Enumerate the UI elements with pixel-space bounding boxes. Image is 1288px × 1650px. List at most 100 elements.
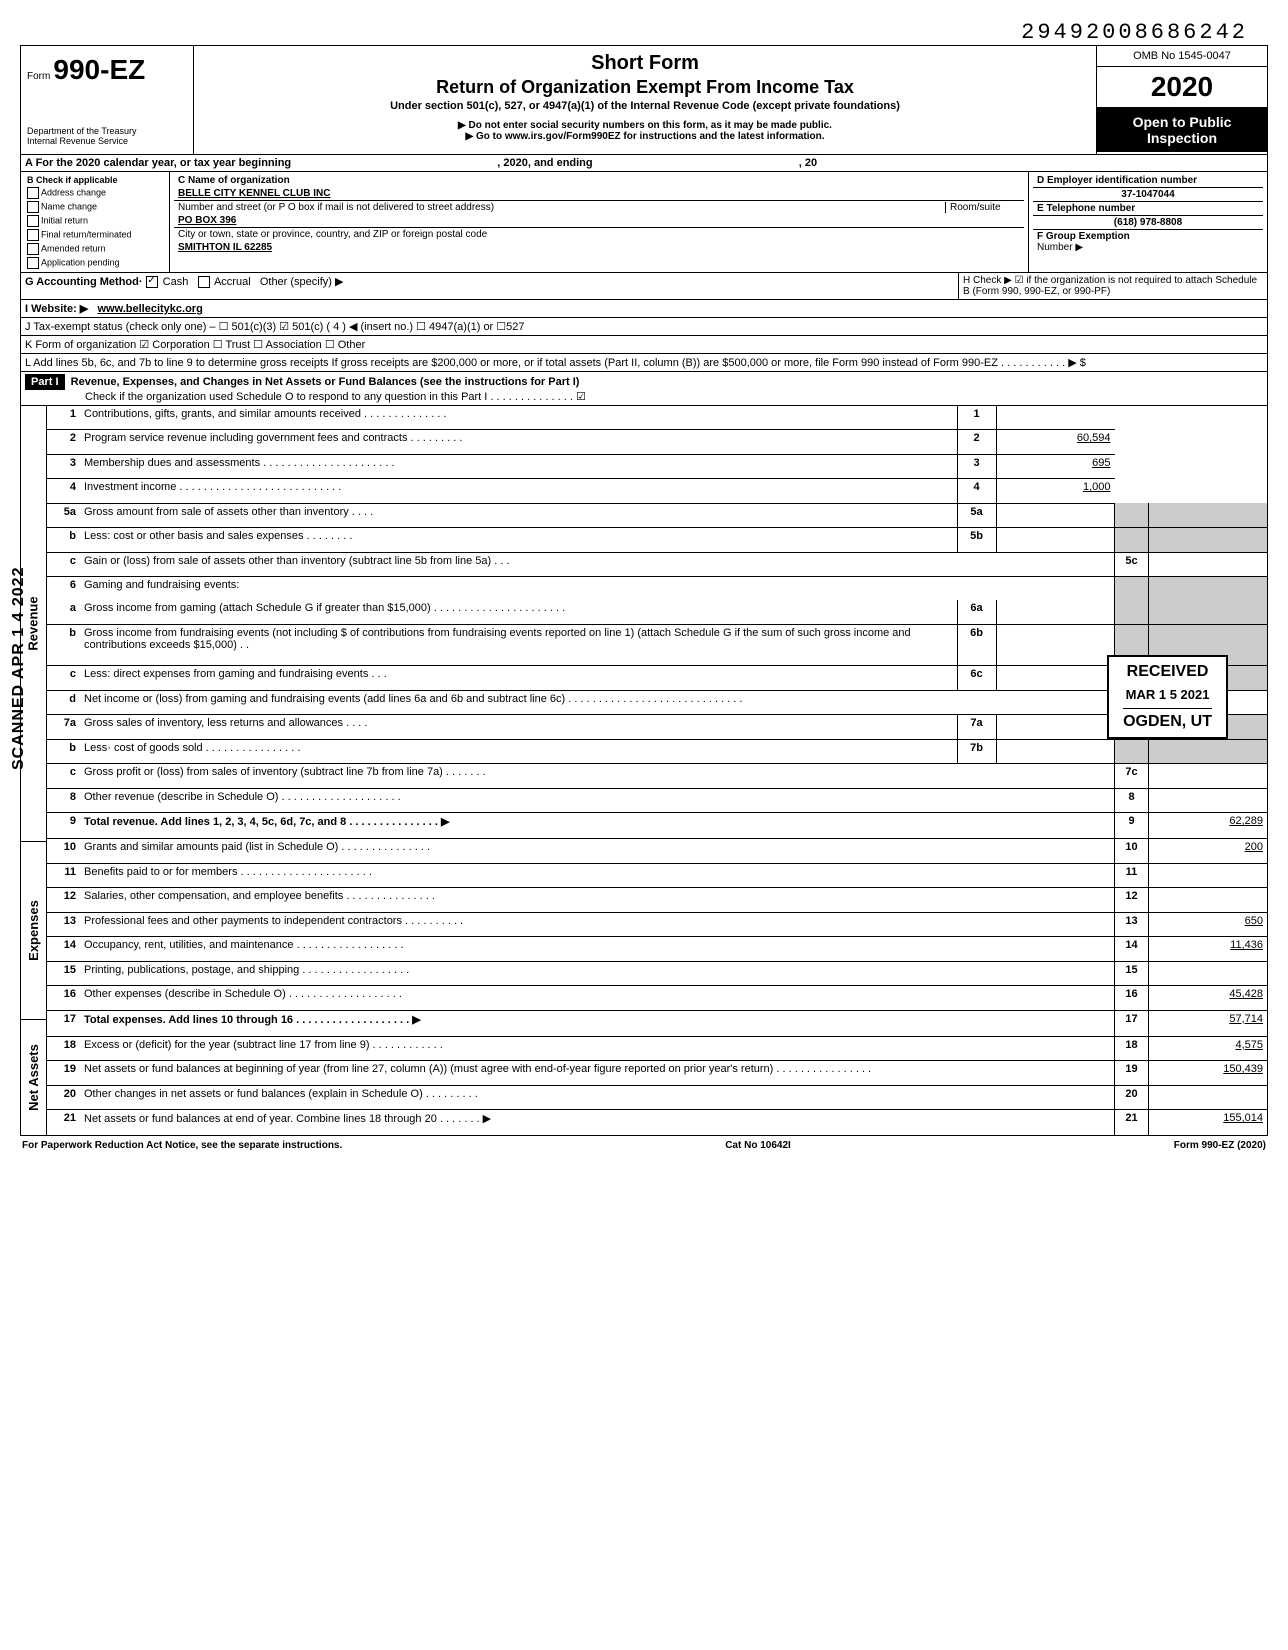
stamp-received: RECEIVED [1123,663,1212,681]
v14: 11,436 [1149,937,1268,961]
title-cell: Short Form Return of Organization Exempt… [194,46,1097,154]
t12: Salaries, other compensation, and employ… [80,888,1115,912]
t4: Investment income . . . . . . . . . . . … [80,479,957,503]
section-b-header: B Check if applicable [25,174,165,186]
r2: 2 [957,430,996,454]
title-short-form: Short Form [202,52,1088,75]
n13: 13 [47,912,81,936]
side-labels: Revenue Expenses Net Assets [20,406,46,1136]
footer: For Paperwork Reduction Act Notice, see … [20,1136,1268,1155]
line-10: 10Grants and similar amounts paid (list … [47,839,1268,863]
lbl-amended: Amended return [41,243,106,253]
footer-left: For Paperwork Reduction Act Notice, see … [22,1140,342,1151]
n6c: c [47,666,81,690]
vs6 [1149,577,1268,601]
side-revenue: Revenue [26,596,41,650]
n6b: b [47,624,81,666]
v3: 695 [996,454,1115,478]
chk-pending[interactable]: Application pending [25,256,165,270]
line-8: 8Other revenue (describe in Schedule O) … [47,788,1268,812]
t19: Net assets or fund balances at beginning… [80,1061,1115,1085]
vs7b [1149,739,1268,763]
chk-final[interactable]: Final return/terminated [25,228,165,242]
open-to-public: Open to Public Inspection [1097,108,1267,152]
n9: 9 [47,813,81,839]
n7a: 7a [47,715,81,739]
n20: 20 [47,1085,81,1109]
line-i: I Website: ▶ www.bellecitykc.org [20,300,1268,318]
v19: 150,439 [1149,1061,1268,1085]
v5c [1149,552,1268,576]
lbl-cash: Cash [163,276,189,288]
m6a: 6a [957,600,996,624]
line-a: A For the 2020 calendar year, or tax yea… [20,155,1268,172]
side-expenses: Expenses [26,900,41,961]
line-7a: 7aGross sales of inventory, less returns… [47,715,1268,739]
v13: 650 [1149,912,1268,936]
line-15: 15Printing, publications, postage, and s… [47,961,1268,985]
t7b: Less· cost of goods sold . . . . . . . .… [80,739,957,763]
chk-cash[interactable]: ✓ [146,276,158,288]
part-i-header: Part I Revenue, Expenses, and Changes in… [20,372,1268,406]
r9: 9 [1115,813,1149,839]
e-phone-label: E Telephone number [1033,202,1263,216]
n5c: c [47,552,81,576]
r20: 20 [1115,1085,1149,1109]
i-label: I Website: ▶ [25,303,88,315]
n19: 19 [47,1061,81,1085]
line-a-label: A For the 2020 calendar year, or tax yea… [25,157,291,169]
rs6 [1115,577,1149,601]
chk-initial[interactable]: Initial return [25,214,165,228]
form-number: 990-EZ [53,54,145,85]
line-19: 19Net assets or fund balances at beginni… [47,1061,1268,1085]
chk-amended[interactable]: Amended return [25,242,165,256]
r4: 4 [957,479,996,503]
vs5b [1149,528,1268,552]
line-l: L Add lines 5b, 6c, and 7b to line 9 to … [20,354,1268,372]
line-20: 20Other changes in net assets or fund ba… [47,1085,1268,1109]
lbl-other-method: Other (specify) ▶ [260,276,344,288]
t6c: Less: direct expenses from gaming and fu… [80,666,957,690]
line-6a: aGross income from gaming (attach Schedu… [47,600,1268,624]
line-5b: bLess: cost or other basis and sales exp… [47,528,1268,552]
chk-accrual[interactable] [198,276,210,288]
footer-mid: Cat No 10642I [725,1140,791,1151]
line-11: 11Benefits paid to or for members . . . … [47,863,1268,887]
n4: 4 [47,479,81,503]
omb-number: OMB No 1545-0047 [1097,46,1267,67]
f-group-label: F Group Exemption [1037,231,1130,242]
c-label: C Name of organization [178,175,290,186]
t20: Other changes in net assets or fund bala… [80,1085,1115,1109]
form-prefix: Form [27,71,50,82]
part-i-label: Part I [25,374,65,390]
chk-name[interactable]: Name change [25,200,165,214]
chk-address[interactable]: Address change [25,186,165,200]
n15: 15 [47,961,81,985]
v2: 60,594 [996,430,1115,454]
t18: Excess or (deficit) for the year (subtra… [80,1036,1115,1060]
document-id-number: 29492008686242 [20,20,1268,45]
side-netassets: Net Assets [26,1044,41,1111]
line-j: J Tax-exempt status (check only one) – ☐… [20,318,1268,336]
n5a: 5a [47,503,81,527]
f-group-number: Number ▶ [1037,242,1083,253]
t9: Total revenue. Add lines 1, 2, 3, 4, 5c,… [80,813,1115,839]
t11: Benefits paid to or for members . . . . … [80,863,1115,887]
m6c: 6c [957,666,996,690]
v8 [1149,788,1268,812]
t7c: Gross profit or (loss) from sales of inv… [80,764,1115,788]
rs6a [1115,600,1149,624]
v10: 200 [1149,839,1268,863]
n12: 12 [47,888,81,912]
line-k: K Form of organization ☑ Corporation ☐ T… [20,336,1268,354]
form-page: SCANNED APR 1 4 2022 29492008686242 Form… [20,20,1268,1155]
t16: Other expenses (describe in Schedule O) … [80,986,1115,1010]
title-return: Return of Organization Exempt From Incom… [202,77,1088,98]
g-label: G Accounting Method· [25,276,143,288]
r15: 15 [1115,961,1149,985]
v4: 1,000 [996,479,1115,503]
k-text: K Form of organization ☑ Corporation ☐ T… [21,336,1267,353]
r17: 17 [1115,1010,1149,1036]
ma6b [996,624,1115,666]
dept-treasury: Department of the Treasury [27,126,187,136]
